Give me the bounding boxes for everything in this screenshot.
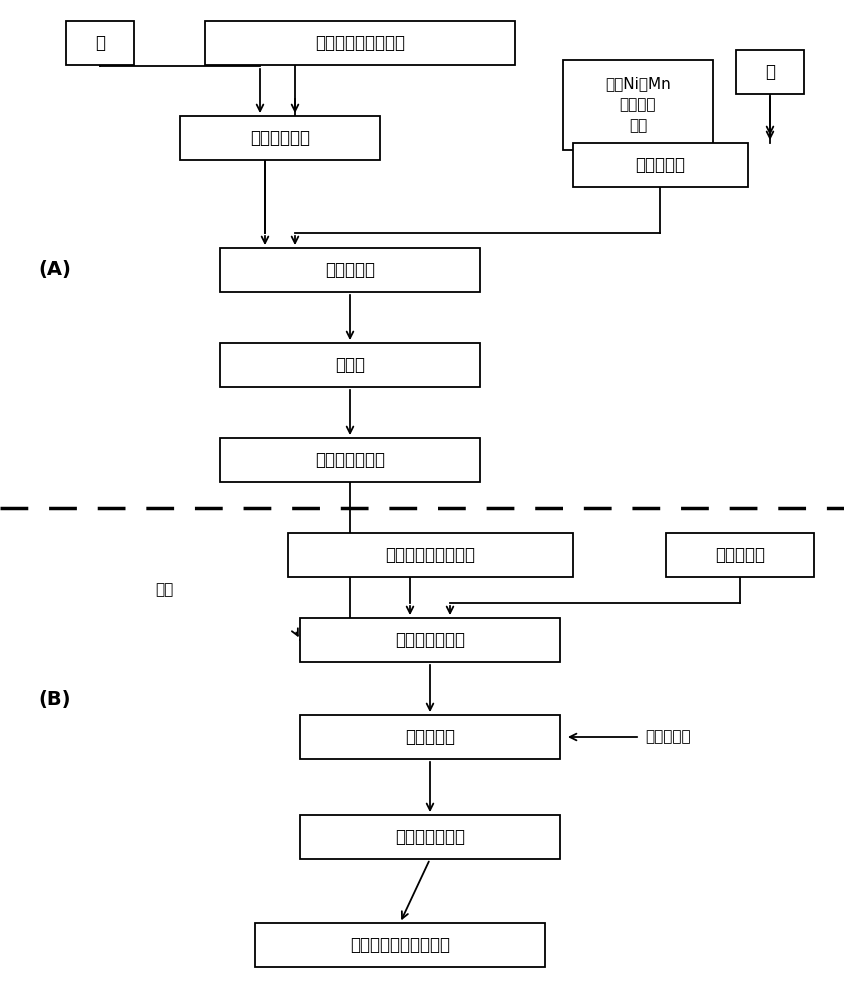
Bar xyxy=(180,116,380,160)
Bar xyxy=(563,60,713,150)
Bar xyxy=(300,815,560,859)
Text: 成分调整水溶液: 成分调整水溶液 xyxy=(395,631,465,649)
Bar xyxy=(572,143,748,187)
Text: 反应水溶液: 反应水溶液 xyxy=(325,261,375,279)
Text: (A): (A) xyxy=(38,260,71,279)
Bar xyxy=(666,533,814,577)
Bar xyxy=(66,21,134,65)
Text: 水: 水 xyxy=(95,34,105,52)
Text: 碱水溶液＋铵水溶液: 碱水溶液＋铵水溶液 xyxy=(315,34,405,52)
Bar xyxy=(288,533,572,577)
Text: (B): (B) xyxy=(38,690,71,710)
Bar xyxy=(220,438,480,482)
Text: 反应前水溶液: 反应前水溶液 xyxy=(250,129,310,147)
Bar xyxy=(220,343,480,387)
Bar xyxy=(736,50,804,94)
Text: 碱水溶液＋铵水溶液: 碱水溶液＋铵水溶液 xyxy=(385,546,475,564)
Text: 含有核的水溶液: 含有核的水溶液 xyxy=(315,451,385,469)
Bar xyxy=(300,618,560,662)
Text: 核（粒子）生长: 核（粒子）生长 xyxy=(395,828,465,846)
Bar xyxy=(220,248,480,292)
Text: 环境的切换: 环境的切换 xyxy=(645,730,690,744)
Bar xyxy=(205,21,515,65)
Text: 反应水溶液: 反应水溶液 xyxy=(405,728,455,746)
Bar xyxy=(300,715,560,759)
Text: 含有Ni、Mn
的金属化
合物: 含有Ni、Mn 的金属化 合物 xyxy=(605,77,671,133)
Text: 混合水溶液: 混合水溶液 xyxy=(635,156,685,174)
Text: 水: 水 xyxy=(765,63,775,81)
Text: 添加: 添加 xyxy=(155,582,173,597)
Text: 核生成: 核生成 xyxy=(335,356,365,374)
Text: 混合水溶液: 混合水溶液 xyxy=(715,546,765,564)
Text: 镍锰复合氢氧化物粒子: 镍锰复合氢氧化物粒子 xyxy=(350,936,450,954)
Bar xyxy=(255,923,545,967)
